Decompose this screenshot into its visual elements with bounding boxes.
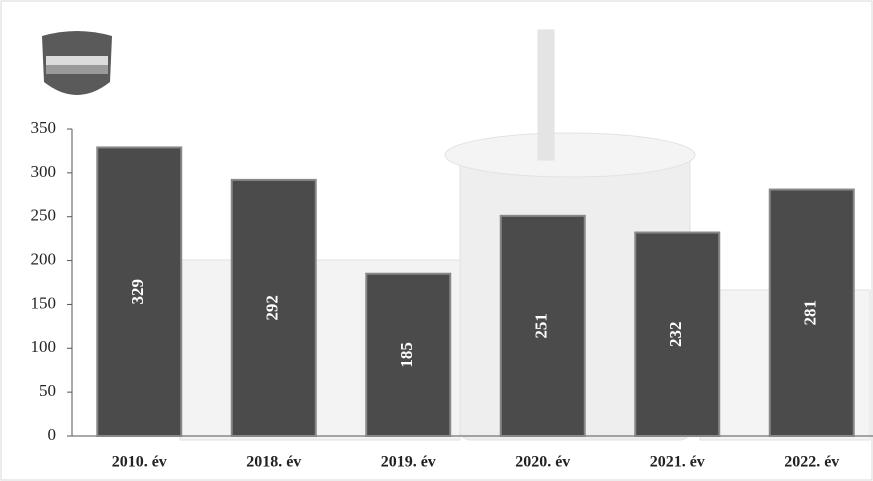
y-tick-label: 250 [31, 206, 57, 225]
y-tick-label: 50 [39, 381, 56, 400]
data-label: 232 [666, 322, 685, 348]
x-tick-label: 2020. év [515, 454, 570, 471]
y-tick-label: 200 [31, 249, 57, 268]
bar [634, 231, 721, 437]
logo [42, 31, 112, 95]
data-label: 281 [801, 300, 820, 326]
x-tick-label: 2018. év [246, 454, 301, 471]
data-label: 329 [128, 279, 147, 305]
bar [365, 272, 452, 437]
data-label: 251 [532, 313, 551, 339]
x-tick-label: 2010. év [112, 454, 167, 471]
y-tick-label: 350 [31, 118, 57, 137]
y-tick-label: 300 [31, 162, 57, 181]
data-label: 185 [397, 342, 416, 368]
bar [230, 178, 317, 437]
x-tick-label: 2019. év [381, 454, 436, 471]
x-tick-label: 2022. év [784, 454, 839, 471]
bar [499, 214, 586, 437]
x-tick-label: 2021. év [650, 454, 705, 471]
y-tick-label: 0 [48, 425, 57, 444]
y-tick-label: 100 [31, 337, 57, 356]
y-tick-label: 150 [31, 293, 57, 312]
data-label: 292 [263, 295, 282, 321]
bar [768, 188, 855, 437]
bar [96, 146, 183, 437]
